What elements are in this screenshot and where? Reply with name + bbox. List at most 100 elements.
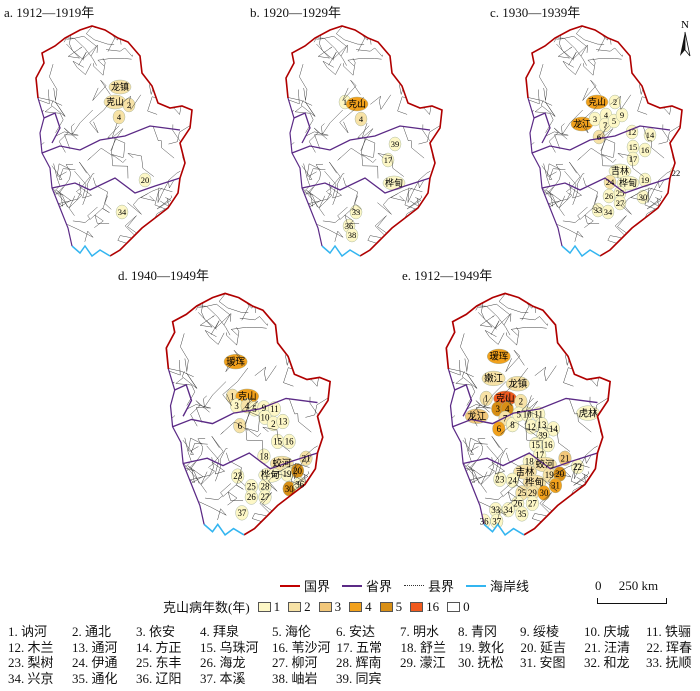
- county-border: [374, 215, 390, 236]
- shaded-counties: [36, 26, 192, 246]
- county-border: [465, 404, 491, 423]
- coastline: [561, 244, 601, 258]
- county-border: [286, 110, 294, 137]
- key-item: 32. 和龙: [584, 655, 630, 670]
- county-border: [542, 426, 571, 452]
- scale-zero: 0: [595, 578, 602, 593]
- county-border: [595, 47, 623, 58]
- county-border: [507, 491, 524, 506]
- county-border: [468, 437, 483, 452]
- county-border: [182, 84, 192, 106]
- county-label: 18: [525, 457, 534, 467]
- key-item: 4. 拜泉: [200, 624, 240, 639]
- county-border: [306, 163, 321, 177]
- county-border: [67, 224, 94, 242]
- county-border: [58, 163, 74, 194]
- county-fill-level-1: [546, 421, 560, 437]
- county-fill-level-4: [345, 96, 369, 112]
- county-border: [462, 439, 488, 455]
- key-item: 34. 兴京: [8, 670, 54, 686]
- county-label: 19: [641, 175, 650, 185]
- county-border: [569, 398, 592, 433]
- county-border: [540, 100, 556, 117]
- county-border: [561, 109, 583, 135]
- county-label: 2: [271, 419, 275, 429]
- county-border: [467, 465, 484, 485]
- class-label: 3: [334, 598, 342, 614]
- county-border: [582, 177, 602, 210]
- key-item: 11. 铁骊: [646, 624, 692, 639]
- county-label: 20: [141, 175, 150, 185]
- county-border: [424, 32, 441, 53]
- county-label: 25: [616, 188, 625, 198]
- county-label: 26: [513, 499, 522, 509]
- county-border: [600, 123, 614, 151]
- scale-bar: 0 250 km: [595, 578, 667, 604]
- county-border: [524, 395, 538, 425]
- county-border: [534, 365, 557, 382]
- county-border: [87, 148, 114, 161]
- county-label: 33: [352, 207, 361, 217]
- county-label: 11: [534, 409, 543, 419]
- county-border: [286, 88, 300, 105]
- county-label: 15: [531, 440, 540, 450]
- key-item: 3. 依安: [136, 624, 176, 639]
- county-border: [577, 148, 604, 161]
- county-border: [54, 181, 82, 205]
- county-border: [539, 492, 556, 514]
- county-border: [74, 171, 93, 199]
- county-border: [557, 224, 584, 242]
- county-border: [546, 163, 561, 177]
- county-border: [337, 148, 364, 161]
- class-label: 0: [463, 598, 470, 614]
- county-border: [355, 47, 383, 58]
- county-border: [97, 58, 132, 67]
- county-border: [446, 359, 461, 376]
- county-border: [599, 354, 611, 377]
- county-border: [180, 293, 201, 302]
- county-border: [227, 491, 244, 506]
- county-fill-level-2: [481, 370, 506, 387]
- county-label: 29: [528, 488, 537, 498]
- key-item: 31. 安图: [520, 655, 566, 670]
- county-border: [505, 350, 525, 372]
- county-label: 4: [359, 114, 364, 124]
- key-item: 14. 方正: [136, 639, 182, 655]
- county-border: [317, 37, 347, 66]
- county-fill-level-4: [487, 348, 511, 364]
- county-label: 2: [519, 397, 523, 407]
- county-border: [299, 26, 319, 34]
- county-border: [402, 126, 425, 159]
- county-label: 17: [535, 450, 544, 460]
- county-label: 14: [646, 130, 655, 140]
- county-border: [168, 171, 181, 189]
- county-fill-level-1: [643, 127, 657, 143]
- panel-title-b: b. 1920—1929年: [250, 5, 342, 20]
- county-border: [89, 96, 114, 134]
- county-fill-level-2: [112, 109, 126, 125]
- county-label: 34: [504, 505, 513, 515]
- county-label: 37: [237, 508, 246, 518]
- county-border: [544, 181, 572, 205]
- county-border: [44, 106, 64, 133]
- county-border: [259, 492, 276, 514]
- county-label: 5: [252, 404, 257, 414]
- shaded-counties: [446, 293, 611, 529]
- county-label: 27: [261, 492, 270, 502]
- key-item: 24. 伊通: [72, 655, 118, 670]
- key-item: 39. 同宾: [336, 670, 382, 686]
- county-border: [582, 58, 596, 76]
- county-border: [166, 381, 175, 410]
- county-border: [190, 400, 210, 427]
- legend-title: 克山病年数(年): [163, 600, 250, 615]
- county-border: [300, 100, 316, 117]
- province-border: [541, 177, 671, 194]
- county-label: 27: [528, 499, 537, 509]
- county-border: [244, 395, 258, 425]
- county-border: [335, 26, 365, 45]
- national-border: [285, 25, 443, 257]
- panel-title-a: a. 1912—1919年: [4, 5, 95, 20]
- class-swatch-4: [349, 601, 363, 612]
- county-fill-level-1: [541, 437, 555, 453]
